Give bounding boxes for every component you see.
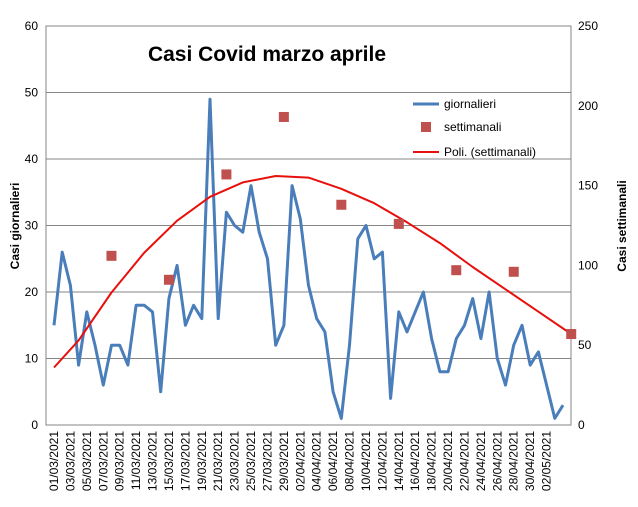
y-left-tick-10: 10 <box>25 352 39 366</box>
series-layer <box>52 97 577 420</box>
y-left-tick-40: 40 <box>25 152 39 166</box>
x-tick-label: 09/03/2021 <box>113 431 127 491</box>
x-tick-label: 22/04/2021 <box>457 431 471 491</box>
y-right-tick-labels: 0 50 100 150 200 250 <box>578 19 598 432</box>
x-tick-label: 28/04/2021 <box>507 431 521 491</box>
marker-settimanali <box>393 218 404 229</box>
x-tick-label: 05/03/2021 <box>80 431 94 491</box>
marker-settimanali <box>566 329 577 340</box>
chart-title: Casi Covid marzo aprile <box>148 43 386 66</box>
x-tick-label: 14/04/2021 <box>392 431 406 491</box>
x-tick-label: 01/03/2021 <box>47 431 61 491</box>
x-tick-label: 08/04/2021 <box>343 431 357 491</box>
legend-label-settimanali: settimanali <box>444 120 501 134</box>
y-right-tick-0: 0 <box>578 418 585 432</box>
plot-area-border <box>45 25 572 426</box>
x-tick-label: 24/04/2021 <box>474 431 488 491</box>
series-line-giornalieri <box>52 97 565 420</box>
x-tick-label: 02/05/2021 <box>540 431 554 491</box>
x-tick-label: 23/03/2021 <box>228 431 242 491</box>
x-tick-label: 29/03/2021 <box>277 431 291 491</box>
y-right-tick-250: 250 <box>578 19 598 33</box>
marker-settimanali <box>451 265 462 276</box>
legend: giornalieri settimanali Poli. (settimana… <box>413 97 536 159</box>
x-tick-label: 06/04/2021 <box>326 431 340 491</box>
x-tick-label: 13/03/2021 <box>146 431 160 491</box>
y-right-tick-100: 100 <box>578 258 598 272</box>
x-tick-label: 11/03/2021 <box>129 431 143 490</box>
x-tick-labels: 01/03/2021 03/03/2021 05/03/2021 07/03/2021… <box>47 431 554 491</box>
y-left-tick-0: 0 <box>31 418 38 432</box>
x-tick-label: 12/04/2021 <box>375 431 389 491</box>
x-tick-label: 20/04/2021 <box>441 431 455 491</box>
x-tick-label: 30/04/2021 <box>523 431 537 491</box>
marker-settimanali <box>336 199 347 210</box>
y-right-tick-50: 50 <box>578 338 592 352</box>
marker-settimanali <box>163 274 174 285</box>
x-tick-label: 02/04/2021 <box>293 431 307 491</box>
y-left-tick-labels: 0 10 20 30 40 50 60 <box>25 19 39 432</box>
x-tick-label: 07/03/2021 <box>96 431 110 491</box>
y-right-tick-150: 150 <box>578 179 598 193</box>
legend-swatch-settimanali <box>421 122 431 132</box>
x-tick-label: 03/03/2021 <box>63 431 77 491</box>
x-tick-label: 15/03/2021 <box>162 431 176 491</box>
series-line-trend <box>53 175 572 369</box>
x-tick-label: 27/03/2021 <box>260 431 274 491</box>
x-tick-label: 17/03/2021 <box>178 431 192 491</box>
legend-label-trend: Poli. (settimanali) <box>444 145 536 159</box>
marker-settimanali <box>221 169 232 180</box>
x-tick-label: 18/04/2021 <box>425 431 439 491</box>
marker-settimanali <box>106 250 117 261</box>
y-left-tick-30: 30 <box>25 219 39 233</box>
x-tick-label: 26/04/2021 <box>490 431 504 491</box>
x-tick-label: 25/03/2021 <box>244 431 258 491</box>
gridlines <box>46 92 571 359</box>
x-tick-label: 16/04/2021 <box>408 431 422 491</box>
y-right-tick-200: 200 <box>578 99 598 113</box>
x-tick-label: 10/04/2021 <box>359 431 373 491</box>
y-right-axis-title: Casi settimanali <box>615 180 629 271</box>
x-tick-label: 04/04/2021 <box>310 431 324 491</box>
y-left-tick-50: 50 <box>25 86 39 100</box>
x-tick-label: 19/03/2021 <box>195 431 209 491</box>
y-left-axis-title: Casi giornalieri <box>8 183 22 270</box>
marker-settimanali <box>508 266 519 277</box>
y-left-tick-20: 20 <box>25 285 39 299</box>
x-tick-label: 21/03/2021 <box>211 431 225 491</box>
legend-label-giornalieri: giornalieri <box>444 97 496 111</box>
y-left-tick-60: 60 <box>25 19 39 33</box>
marker-settimanali <box>278 111 289 122</box>
